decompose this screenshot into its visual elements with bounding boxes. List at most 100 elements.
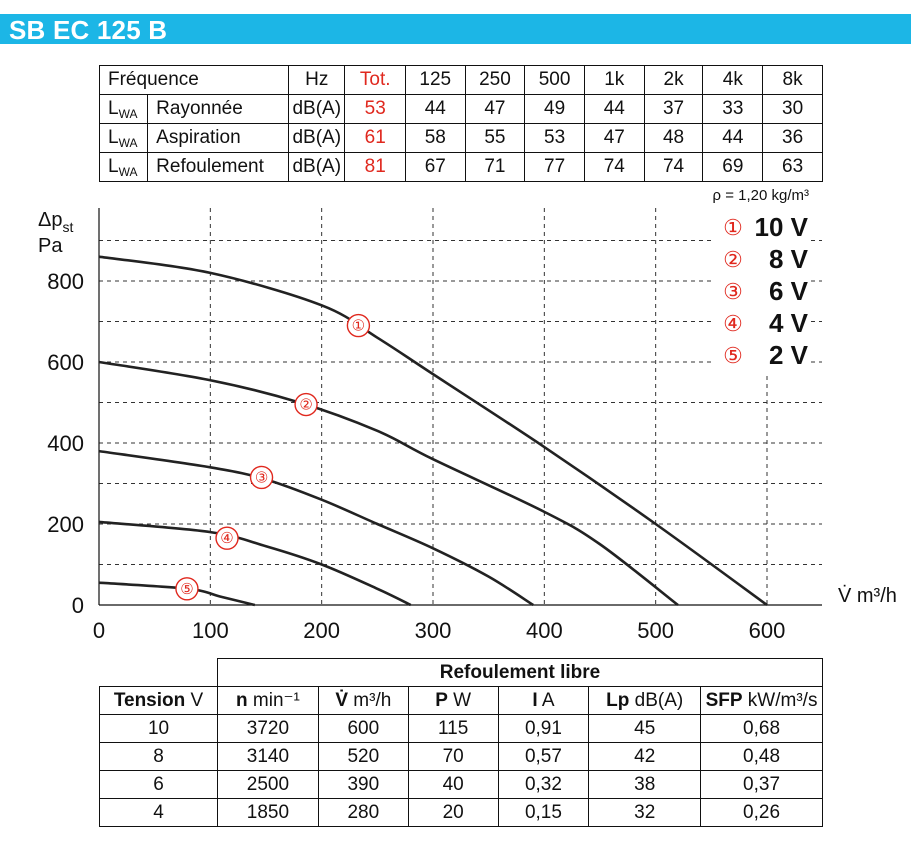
x-tick-label: 300 (415, 618, 452, 643)
x-tick-label: 400 (526, 618, 563, 643)
x-tick-label: 500 (637, 618, 674, 643)
legend-marker: ④ (723, 311, 743, 336)
perf-group-row: Refoulement libre (99, 658, 823, 687)
perf-header-unit: min⁻¹ (247, 690, 300, 711)
perf-header-unit: kW/m³/s (742, 689, 818, 711)
curve-marker-label: ② (299, 397, 312, 414)
density-label: ρ = 1,20 kg/m³ (713, 187, 810, 204)
legend-marker: ② (723, 247, 743, 272)
x-tick-label: 0 (93, 618, 105, 643)
band-value-cell: 36 (762, 123, 823, 153)
perf-header-unit: m³/h (348, 689, 392, 711)
unit-cell: dB(A) (288, 94, 346, 124)
band-value-cell: 37 (643, 94, 704, 124)
perf-row: 10 3720 600 115 0,91 45 0,68 (98, 714, 823, 743)
chart-grid (99, 208, 822, 605)
band-value-cell: 77 (524, 152, 585, 182)
perf-cell: 520 (317, 742, 409, 771)
legend-entry: 2 V (769, 340, 809, 370)
curve-marker-label: ⑤ (180, 581, 193, 598)
perf-cell: 390 (317, 770, 409, 799)
perf-header-bold: Lp (606, 689, 630, 711)
freq-header-cell: 250 (464, 65, 526, 95)
perf-cell: 600 (317, 714, 409, 743)
perf-cell: 3720 (217, 714, 319, 743)
curve-3 (98, 449, 534, 607)
legend-entry: 8 V (769, 244, 809, 274)
x-tick-label: 600 (749, 618, 786, 643)
y-axis-label: Δpst (38, 209, 73, 235)
lwa-cell: LWA (98, 94, 149, 124)
perf-group-header: Refoulement libre (217, 658, 823, 687)
legend-marker: ⑤ (723, 343, 743, 368)
x-tick-label: 200 (303, 618, 340, 643)
band-value-cell: 69 (702, 152, 764, 182)
curve-marker-circle (294, 392, 318, 417)
curve-marker-label: ③ (255, 469, 268, 486)
perf-header-bold: Tension (113, 689, 186, 711)
band-value-cell: 47 (583, 123, 645, 153)
total-cell: 53 (344, 94, 406, 124)
lwa-cell: LWA (98, 123, 149, 153)
y-tick-label: 800 (47, 269, 84, 294)
unit-cell: dB(A) (288, 123, 346, 153)
freq-header-cell: 1k (583, 65, 645, 95)
perf-header-cell: n min⁻¹ (217, 686, 319, 715)
perf-header-unit: W (447, 689, 472, 711)
perf-cell: 0,57 (497, 742, 590, 771)
perf-row: 6 2500 390 40 0,32 38 0,37 (98, 770, 823, 799)
legend-marker: ① (723, 215, 743, 240)
freq-header-cell: Hz (288, 65, 346, 95)
perf-cell: 20 (407, 798, 499, 827)
chart-legend: ① 10 V ② 8 V ③ 6 V ④ 4 V ⑤ 2 V (714, 207, 810, 372)
y-axis-label-subscript: st (62, 219, 73, 235)
band-value-cell: 55 (464, 123, 526, 153)
y-tick-label: 600 (47, 350, 84, 375)
perf-header-bold: I (532, 689, 538, 711)
perf-cell: 38 (588, 770, 702, 799)
row-label-cell: Rayonnée (147, 94, 290, 124)
perf-header-bold: V̇ (335, 689, 349, 711)
curve-marker-label: ④ (220, 530, 233, 547)
freq-header-cell: 8k (762, 65, 823, 95)
band-value-cell: 47 (464, 94, 526, 124)
title-bar: SB EC 125 B (0, 14, 911, 45)
perf-header-cell: V̇ m³/h (317, 686, 409, 715)
perf-row: 8 3140 520 70 0,57 42 0,48 (98, 742, 823, 771)
freq-header-cell: Fréquence (98, 65, 290, 95)
legend-background (714, 207, 810, 372)
curve-1 (98, 255, 768, 607)
perf-row: 4 1850 280 20 0,15 32 0,26 (98, 798, 823, 827)
perf-cell: 280 (317, 798, 409, 827)
lwa-subscript: WA (118, 135, 138, 150)
perf-header-unit: A (537, 689, 555, 711)
perf-cell: 3140 (217, 742, 319, 771)
row-label-cell: Refoulement (147, 152, 290, 182)
perf-cell: 4 (98, 798, 219, 827)
legend-entry: 4 V (769, 308, 809, 338)
perf-cell: 6 (98, 770, 219, 799)
band-value-cell: 67 (404, 152, 466, 182)
y-axis-unit: Pa (38, 235, 63, 257)
chart-curves: ① ② ③ ④ ⑤ (98, 255, 768, 607)
band-value-cell: 74 (583, 152, 645, 182)
band-value-cell: 48 (643, 123, 704, 153)
row-label-cell: Aspiration (147, 123, 290, 153)
perf-header-unit: dB(A) (629, 689, 684, 711)
band-value-cell: 71 (464, 152, 526, 182)
perf-cell: 42 (588, 742, 702, 771)
curve-marker-circle (215, 526, 239, 550)
curve-2 (98, 360, 679, 607)
perf-cell: 1850 (217, 798, 319, 827)
perf-cell: 0,32 (497, 770, 590, 799)
band-value-cell: 30 (762, 94, 823, 124)
band-value-cell: 44 (702, 123, 764, 153)
frequency-table: Fréquence Hz Tot. 125 250 500 1k 2k 4k 8k LWA Rayon… (98, 65, 823, 182)
perf-header-cell: Lp dB(A) (588, 686, 702, 715)
freq-row: LWA Rayonnée dB(A) 53 44 47 49 44 37 33 30 (98, 94, 823, 124)
freq-header-cell: 4k (702, 65, 764, 95)
band-value-cell: 33 (702, 94, 764, 124)
perf-cell: 40 (407, 770, 499, 799)
perf-cell: 115 (407, 714, 499, 743)
